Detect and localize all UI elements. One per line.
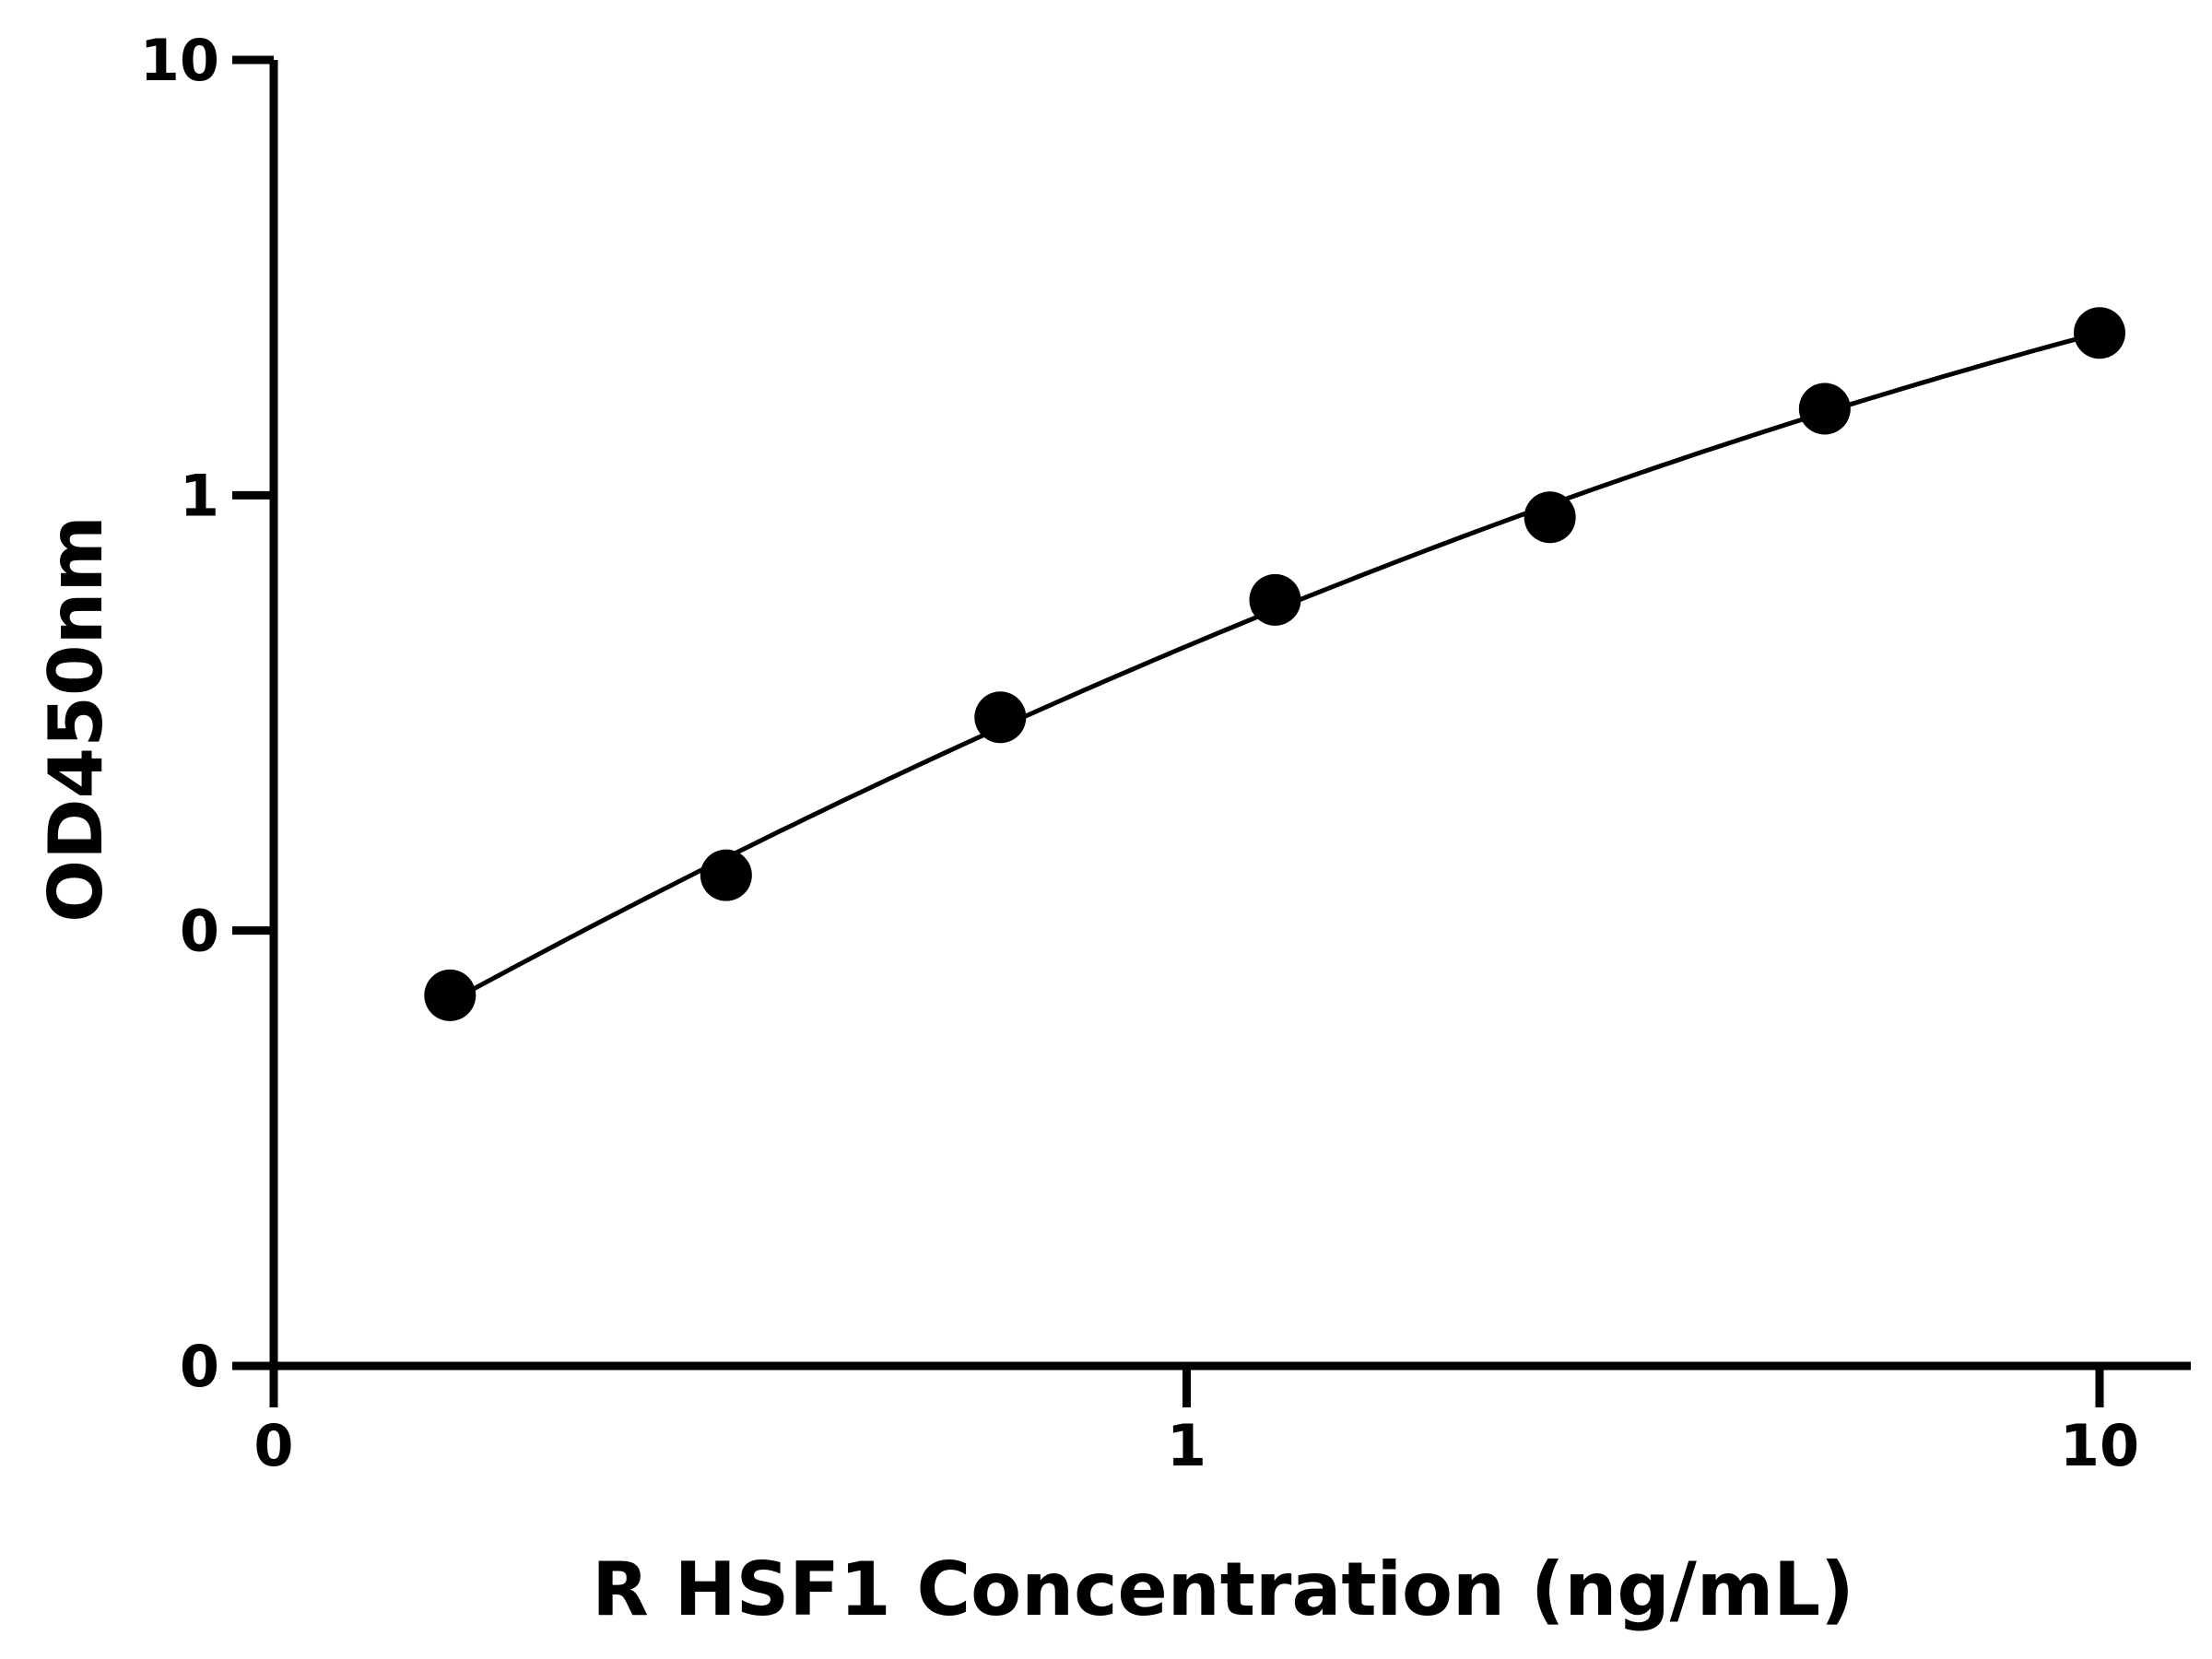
y-tick-label: 0 — [180, 898, 219, 965]
data-point — [1524, 491, 1576, 544]
data-point — [2074, 307, 2125, 359]
data-point — [424, 969, 477, 1021]
data-point — [700, 849, 752, 901]
x-axis-title: R HSF1 Concentration (ng/mL) — [592, 1547, 1853, 1632]
fit-curve-group — [449, 330, 2100, 1005]
y-tick-label: 10 — [140, 27, 219, 94]
data-points — [424, 307, 2125, 1021]
x-tick-label: 1 — [1167, 1412, 1206, 1479]
x-tick-label: 0 — [253, 1412, 293, 1479]
data-point — [1798, 382, 1851, 435]
axes — [232, 60, 2191, 1371]
data-point — [974, 691, 1027, 744]
y-tick-label: 1 — [180, 462, 219, 529]
fit-curve — [449, 330, 2100, 1005]
data-point — [1249, 573, 1301, 626]
y-tick-label: 0 — [180, 1333, 219, 1400]
x-tick-label: 10 — [2060, 1412, 2139, 1479]
y-axis-title: OD450nm — [33, 515, 119, 923]
